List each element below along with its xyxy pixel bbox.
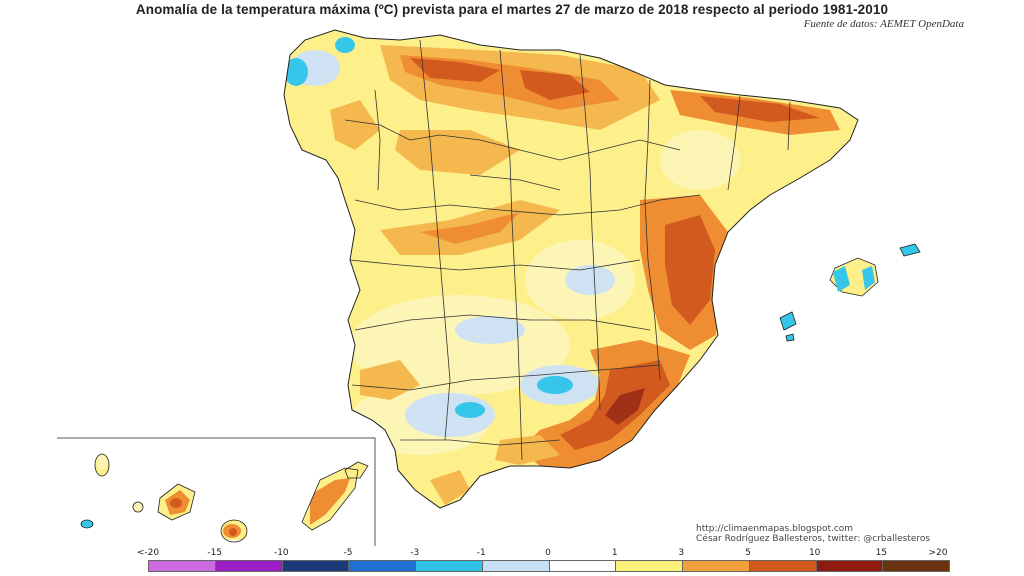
legend-swatch (416, 561, 483, 571)
anomaly-map (57, 29, 921, 546)
legend-swatch (282, 561, 350, 571)
legend-tick: <-20 (136, 548, 160, 558)
legend-bar (148, 560, 950, 572)
menorca (899, 243, 921, 257)
legend-tick: 10 (808, 548, 821, 558)
credits: http://climaenmapas.blogspot.com César R… (696, 524, 930, 544)
legend-swatch (683, 561, 750, 571)
map-title: Anomalía de la temperatura máxima (ºC) p… (135, 2, 889, 17)
legend-tick: -5 (343, 548, 353, 558)
gran-canaria (220, 519, 248, 543)
legend-swatch (816, 561, 884, 571)
inset-frame (57, 437, 376, 546)
legend-swatch (749, 561, 817, 571)
peninsula-outline (283, 29, 859, 509)
legend-tick: 3 (678, 548, 685, 558)
peninsula (284, 30, 858, 508)
legend-ticks: <-20 -15 -10 -5 -3 -1 0 1 3 5 10 15 >20 (137, 548, 950, 560)
legend-tick: 1 (611, 548, 618, 558)
legend-tick: -15 (207, 548, 223, 558)
la-palma (94, 453, 110, 477)
formentera (785, 333, 795, 342)
province-borders (344, 39, 791, 461)
fuerteventura (301, 467, 359, 531)
legend-swatch (482, 561, 550, 571)
legend-tick: 5 (745, 548, 751, 558)
legend-tick: -1 (476, 548, 486, 558)
legend-swatch (883, 561, 949, 571)
author-credit: César Rodríguez Ballesteros, twitter: @c… (696, 534, 931, 544)
legend-swatch (549, 561, 617, 571)
color-legend: <-20 -15 -10 -5 -3 -1 0 1 3 5 10 15 >20 (137, 548, 950, 574)
legend-swatch (215, 561, 283, 571)
data-source: Fuente de datos: AEMET OpenData (803, 18, 964, 30)
balearic-islands (779, 243, 921, 342)
legend-swatch (349, 561, 416, 571)
legend-tick: >20 (928, 548, 948, 558)
la-gomera (132, 501, 144, 513)
el-hierro (80, 519, 94, 529)
canary-islands (80, 453, 369, 543)
blog-url: http://climaenmapas.blogspot.com (696, 524, 854, 534)
legend-tick: -3 (410, 548, 420, 558)
legend-tick: 0 (545, 548, 551, 558)
ibiza (779, 311, 797, 331)
legend-tick: -10 (273, 548, 289, 558)
legend-swatch (149, 561, 216, 571)
legend-tick: 15 (875, 548, 888, 558)
tenerife (157, 483, 196, 521)
legend-swatch (616, 561, 683, 571)
